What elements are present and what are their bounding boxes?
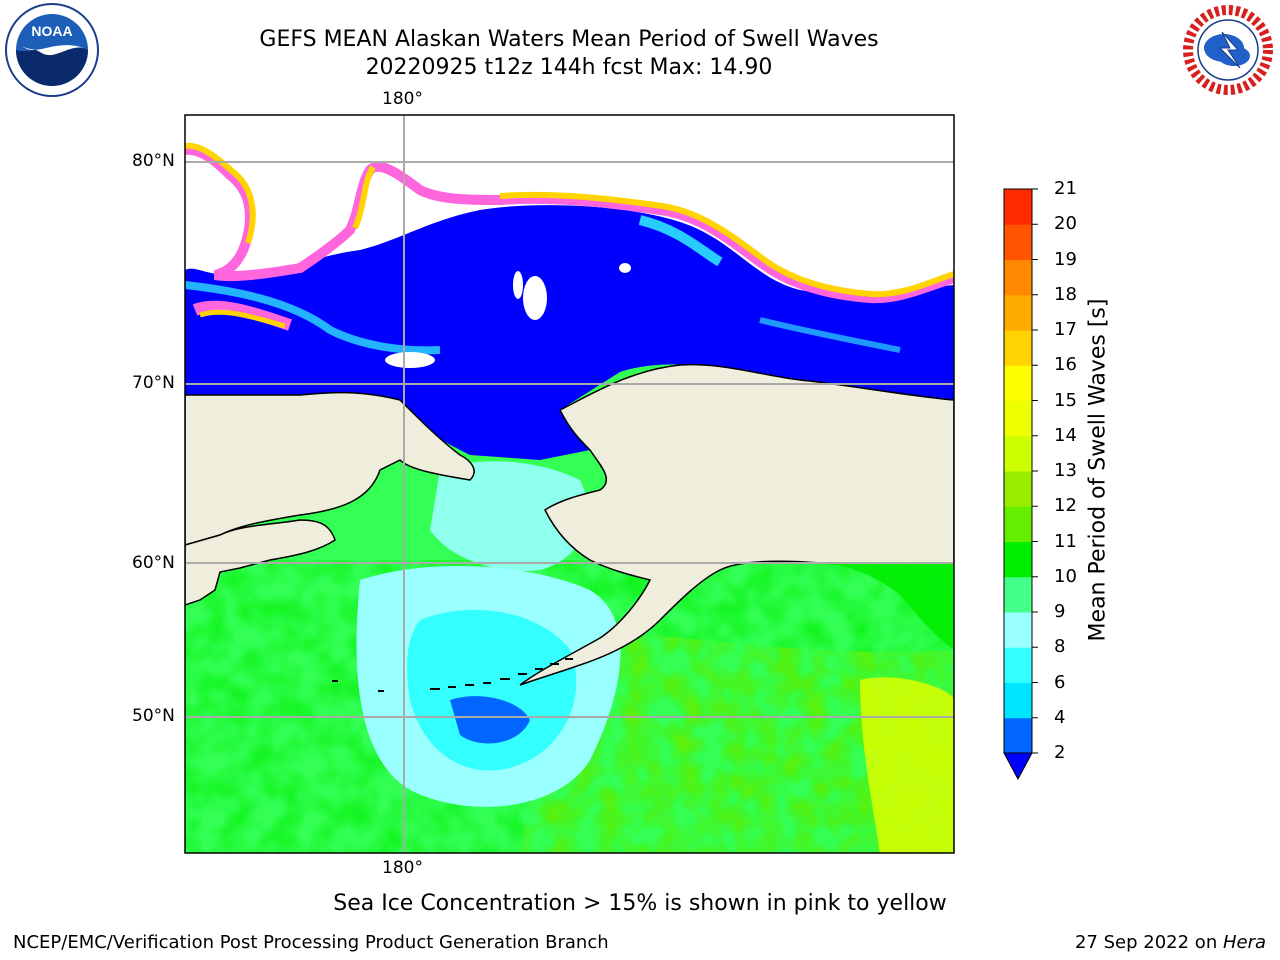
colorbar-tick-label: 18 (1054, 283, 1077, 305)
colorbar-tick-label: 6 (1054, 671, 1066, 693)
colorbar-segment (1004, 682, 1032, 719)
graticule (185, 115, 954, 853)
colorbar-segment (1004, 294, 1032, 331)
colorbar-tick-label: 8 (1054, 636, 1066, 658)
colorbar-tick-label: 15 (1054, 389, 1077, 411)
footer-date-text: 27 Sep 2022 on (1075, 932, 1223, 953)
colorbar-segment (1004, 259, 1032, 296)
noaa-logo: NOAA (5, 3, 99, 97)
lat-label-50: 50°N (132, 706, 175, 726)
aleutian-islands (332, 658, 573, 692)
colorbar-label: Mean Period of Swell Waves [s] (1085, 298, 1111, 642)
colorbar-segment (1004, 435, 1032, 472)
colorbar-segment (1004, 224, 1032, 260)
lon-label-top: 180° (382, 89, 423, 109)
colorbar-tick-label: 20 (1054, 213, 1077, 235)
colorbar-tick-label: 10 (1054, 565, 1077, 587)
lon-label-bottom: 180° (382, 858, 423, 878)
colorbar-tick-label: 12 (1054, 495, 1077, 517)
colorbar-segment (1004, 612, 1032, 648)
colorbar-tick-label: 13 (1054, 460, 1077, 481)
colorbar-segment (1004, 506, 1032, 542)
colorbar-extend-arrow (1003, 752, 1033, 781)
colorbar-segment (1004, 576, 1032, 613)
colorbar-segment (1004, 400, 1032, 437)
nws-logo (1182, 4, 1274, 96)
colorbar-segment (1004, 717, 1032, 754)
colorbar-segment (1004, 471, 1032, 507)
noaa-logo-text: NOAA (31, 23, 72, 39)
colorbar-tick-label: 9 (1054, 601, 1066, 622)
colorbar-tick-label: 2 (1054, 742, 1066, 763)
colorbar (1003, 188, 1038, 781)
lat-label-70: 70°N (132, 373, 175, 393)
colorbar-segment (1004, 647, 1032, 683)
map-frame (184, 114, 955, 854)
colorbar-segment (1004, 330, 1032, 366)
lat-label-60: 60°N (132, 553, 175, 573)
colorbar-tick-label: 4 (1054, 706, 1066, 728)
chart-title: GEFS MEAN Alaskan Waters Mean Period of … (259, 27, 879, 52)
colorbar-segment (1004, 189, 1032, 225)
colorbar-segment (1004, 541, 1032, 578)
colorbar-tick-label: 21 (1054, 178, 1077, 199)
colorbar-tick-label: 17 (1054, 319, 1077, 340)
land-siberia (185, 391, 475, 546)
lat-label-80: 80°N (132, 151, 175, 171)
colorbar-tick-label: 11 (1054, 530, 1077, 552)
footer-credit: NCEP/EMC/Verification Post Processing Pr… (13, 932, 609, 953)
colorbar-tick-label: 19 (1054, 248, 1077, 270)
chart-subtitle: 20220925 t12z 144h fcst Max: 14.90 (365, 55, 773, 80)
footer-host: Hera (1222, 932, 1266, 953)
colorbar-segment (1004, 365, 1032, 401)
colorbar-tick-label: 14 (1054, 424, 1077, 446)
land-alaska (519, 363, 954, 686)
caption: Sea Ice Concentration > 15% is shown in … (333, 891, 947, 916)
colorbar-tick-label: 16 (1054, 354, 1077, 376)
footer-date: 27 Sep 2022 on Hera (1075, 932, 1266, 953)
